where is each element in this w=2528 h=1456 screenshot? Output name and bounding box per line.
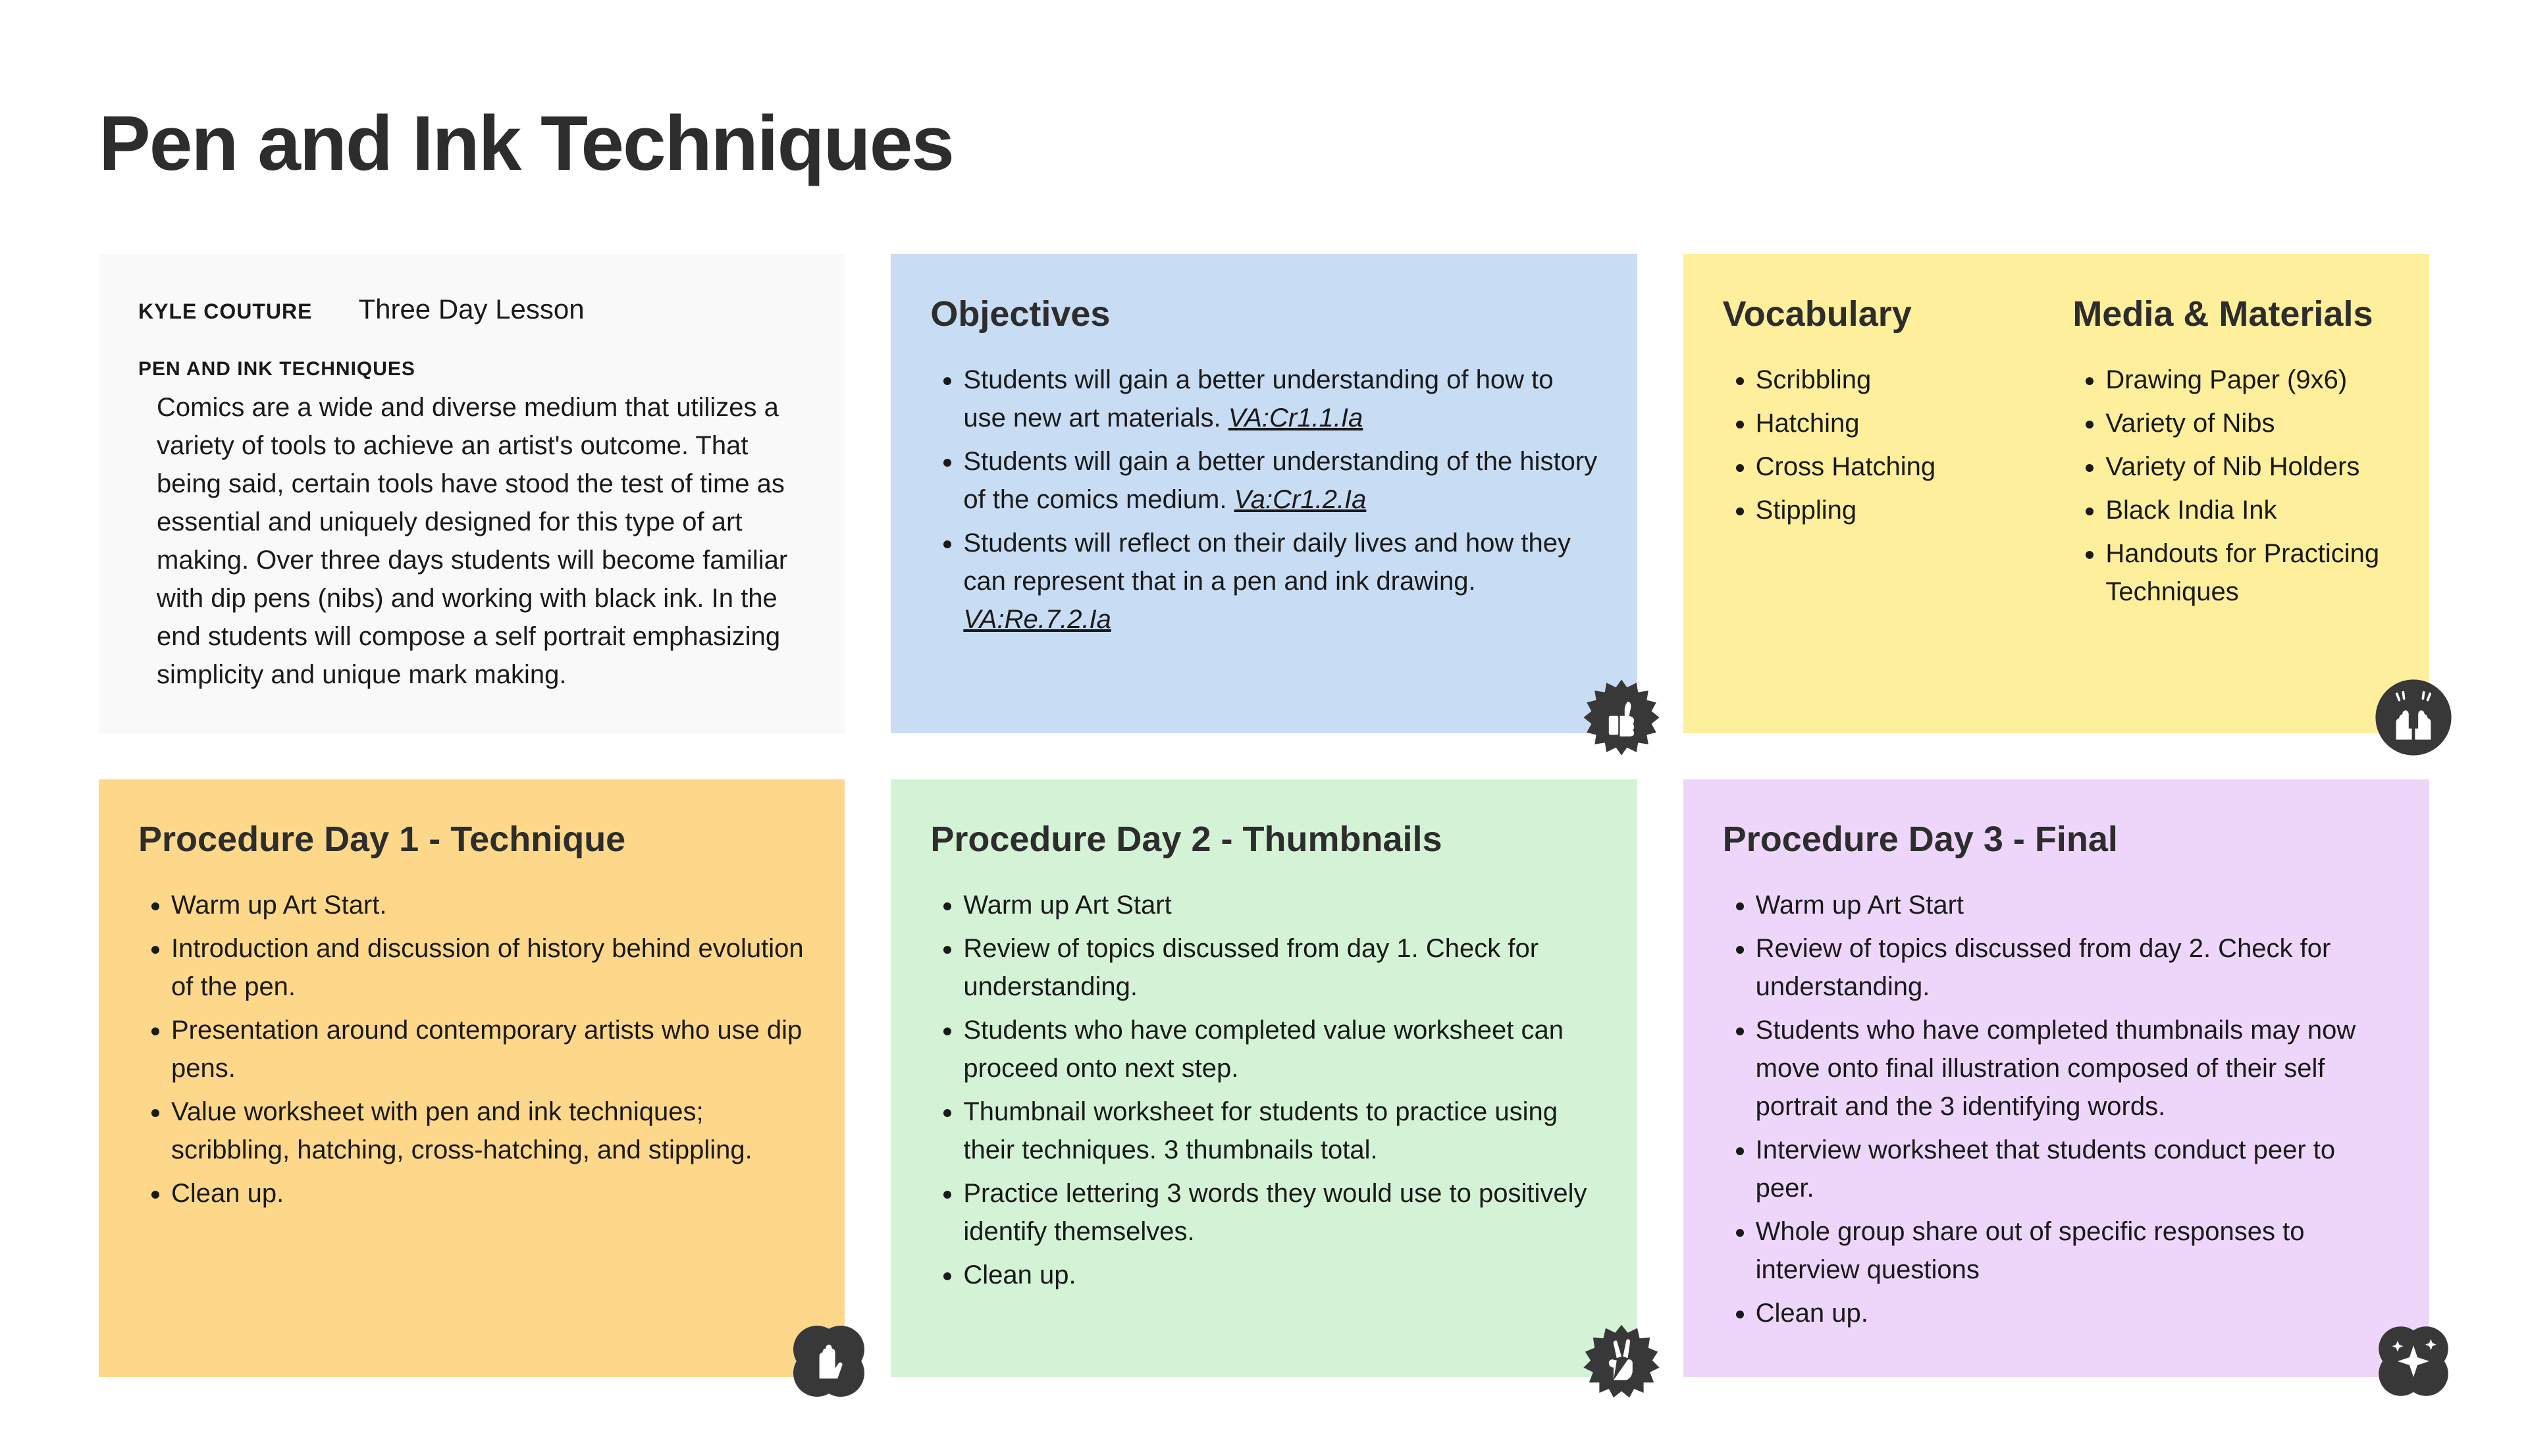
vocab-materials-card: Vocabulary Scribbling Hatching Cross Hat…: [1683, 254, 2429, 733]
list-item: Review of topics discussed from day 2. C…: [1756, 929, 2390, 1006]
lesson-subtitle: Three Day Lesson: [358, 294, 584, 325]
day3-heading: Procedure Day 3 - Final: [1723, 819, 2390, 860]
list-item: Variety of Nibs: [2105, 404, 2390, 442]
objectives-card: Objectives Students will gain a better u…: [891, 254, 1637, 733]
vocab-list: Scribbling Hatching Cross Hatching Stipp…: [1723, 361, 2040, 529]
intro-body: Comics are a wide and diverse medium tha…: [138, 388, 805, 694]
day3-list: Warm up Art Start Review of topics discu…: [1723, 886, 2390, 1332]
objectives-list: Students will gain a better understandin…: [930, 361, 1597, 638]
day3-card: Procedure Day 3 - Final Warm up Art Star…: [1683, 779, 2429, 1377]
list-item: Presentation around contemporary artists…: [171, 1011, 805, 1087]
intro-card: KYLE COUTURE Three Day Lesson PEN AND IN…: [99, 254, 845, 733]
list-item: Students will gain a better understandin…: [963, 361, 1597, 437]
list-item: Drawing Paper (9x6): [2105, 361, 2390, 399]
list-item: Students who have completed value worksh…: [963, 1011, 1597, 1087]
day2-card: Procedure Day 2 - Thumbnails Warm up Art…: [891, 779, 1637, 1377]
standard-ref: VA:Cr1.1.Ia: [1228, 403, 1363, 432]
list-item: Value worksheet with pen and ink techniq…: [171, 1093, 805, 1169]
list-item: Scribbling: [1756, 361, 2040, 399]
page-title: Pen and Ink Techniques: [99, 99, 2429, 188]
list-item: Interview worksheet that students conduc…: [1756, 1131, 2390, 1207]
materials-heading: Media & Materials: [2072, 294, 2390, 334]
list-item: Clean up.: [171, 1174, 805, 1212]
standard-ref: Va:Cr1.2.Ia: [1234, 485, 1367, 514]
stop-hand-badge-icon: [789, 1322, 868, 1401]
list-item: Clean up.: [963, 1256, 1597, 1294]
list-item: Warm up Art Start: [963, 886, 1597, 924]
list-item: Students who have completed thumbnails m…: [1756, 1011, 2390, 1126]
list-item: Handouts for Practicing Techniques: [2105, 534, 2390, 611]
author-label: KYLE COUTURE: [138, 299, 312, 324]
list-item: Review of topics discussed from day 1. C…: [963, 929, 1597, 1006]
card-grid: KYLE COUTURE Three Day Lesson PEN AND IN…: [99, 254, 2429, 1377]
list-item: Students will gain a better understandin…: [963, 442, 1597, 519]
day2-list: Warm up Art Start Review of topics discu…: [930, 886, 1597, 1294]
day2-heading: Procedure Day 2 - Thumbnails: [930, 819, 1597, 860]
standard-ref: VA:Re.7.2.Ia: [963, 605, 1111, 634]
list-item: Whole group share out of specific respon…: [1756, 1212, 2390, 1289]
list-item: Hatching: [1756, 404, 2040, 442]
objectives-heading: Objectives: [930, 294, 1597, 334]
materials-list: Drawing Paper (9x6) Variety of Nibs Vari…: [2072, 361, 2390, 611]
intro-caption: PEN AND INK TECHNIQUES: [138, 358, 805, 380]
thumbs-up-badge-icon: [1582, 678, 1661, 757]
vocab-heading: Vocabulary: [1723, 294, 2040, 334]
list-item: Cross Hatching: [1756, 448, 2040, 486]
list-item: Warm up Art Start.: [171, 886, 805, 924]
day1-list: Warm up Art Start. Introduction and disc…: [138, 886, 805, 1212]
list-item: Black India Ink: [2105, 491, 2390, 529]
list-item: Thumbnail worksheet for students to prac…: [963, 1093, 1597, 1169]
list-item: Clean up.: [1756, 1294, 2390, 1332]
list-item: Warm up Art Start: [1756, 886, 2390, 924]
peace-hand-badge-icon: [1582, 1322, 1661, 1401]
day1-heading: Procedure Day 1 - Technique: [138, 819, 805, 860]
day1-card: Procedure Day 1 - Technique Warm up Art …: [99, 779, 845, 1377]
list-item: Students will reflect on their daily liv…: [963, 524, 1597, 638]
list-item: Stippling: [1756, 491, 2040, 529]
sparkle-badge-icon: [2374, 1322, 2453, 1401]
list-item: Practice lettering 3 words they would us…: [963, 1174, 1597, 1251]
list-item: Introduction and discussion of history b…: [171, 929, 805, 1006]
raised-hands-badge-icon: [2374, 678, 2453, 757]
list-item: Variety of Nib Holders: [2105, 448, 2390, 486]
